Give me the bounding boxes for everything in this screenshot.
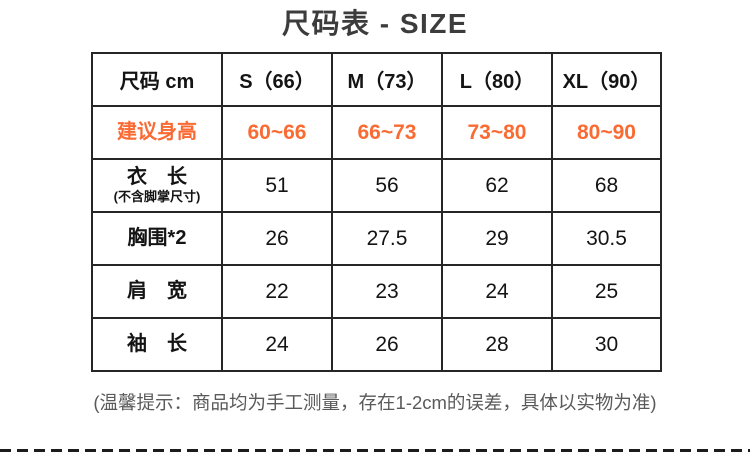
measurement-note: (温馨提示：商品均为手工测量，存在1-2cm的误差，具体以实物为准) <box>93 392 657 413</box>
table-cell: 73~80 <box>441 105 553 160</box>
table-row: 衣 长 (不含脚掌尺寸) 51 56 62 68 <box>91 158 662 213</box>
column-header-size-unit: 尺码 cm <box>91 52 223 107</box>
page-title: 尺码表 - SIZE <box>281 8 469 39</box>
row-label-text: 衣 长 <box>127 166 187 189</box>
row-label-text: 袖 长 <box>127 333 187 355</box>
column-header-size: S（66） <box>221 52 333 107</box>
column-header-size: XL（90） <box>551 52 662 107</box>
table-cell: 29 <box>441 211 553 266</box>
table-row: 肩 宽 22 23 24 25 <box>91 264 662 319</box>
column-header-size: M（73） <box>331 52 443 107</box>
table-cell: 56 <box>331 158 443 213</box>
row-label: 肩 宽 <box>91 264 223 319</box>
table-cell: 68 <box>551 158 662 213</box>
row-label: 胸围*2 <box>91 211 223 266</box>
row-label-text: 胸围*2 <box>127 227 187 249</box>
row-label: 衣 长 (不含脚掌尺寸) <box>91 158 223 213</box>
table-cell: 24 <box>221 317 333 372</box>
table-cell: 28 <box>441 317 553 372</box>
row-label-text: 肩 宽 <box>127 280 187 302</box>
size-table-head: 尺码 cm S（66） M（73） L（80） XL（90） <box>91 52 662 107</box>
row-label-text: 建议身高 <box>117 121 197 143</box>
table-cell: 25 <box>551 264 662 319</box>
table-cell: 30.5 <box>551 211 662 266</box>
row-label: 建议身高 <box>91 105 223 160</box>
table-cell: 60~66 <box>221 105 333 160</box>
table-cell: 62 <box>441 158 553 213</box>
table-cell: 23 <box>331 264 443 319</box>
table-cell: 24 <box>441 264 553 319</box>
size-table-body: 建议身高 60~66 66~73 73~80 80~90 衣 长 (不含脚掌尺寸) 51 56 6… <box>91 105 662 372</box>
table-cell: 66~73 <box>331 105 443 160</box>
table-row: 胸围*2 26 27.5 29 30.5 <box>91 211 662 266</box>
size-table-header-row: 尺码 cm S（66） M（73） L（80） XL（90） <box>91 52 662 107</box>
row-label: 袖 长 <box>91 317 223 372</box>
table-cell: 22 <box>221 264 333 319</box>
size-table: 尺码 cm S（66） M（73） L（80） XL（90） 建议身高 60~66 66~7… <box>91 52 662 372</box>
dashed-divider <box>0 449 750 452</box>
row-sublabel-text: (不含脚掌尺寸) <box>113 189 201 205</box>
table-cell: 30 <box>551 317 662 372</box>
table-cell: 27.5 <box>331 211 443 266</box>
table-cell: 26 <box>331 317 443 372</box>
table-cell: 80~90 <box>551 105 662 160</box>
table-cell: 51 <box>221 158 333 213</box>
table-cell: 26 <box>221 211 333 266</box>
table-row: 建议身高 60~66 66~73 73~80 80~90 <box>91 105 662 160</box>
table-row: 袖 长 24 26 28 30 <box>91 317 662 372</box>
column-header-size: L（80） <box>441 52 553 107</box>
